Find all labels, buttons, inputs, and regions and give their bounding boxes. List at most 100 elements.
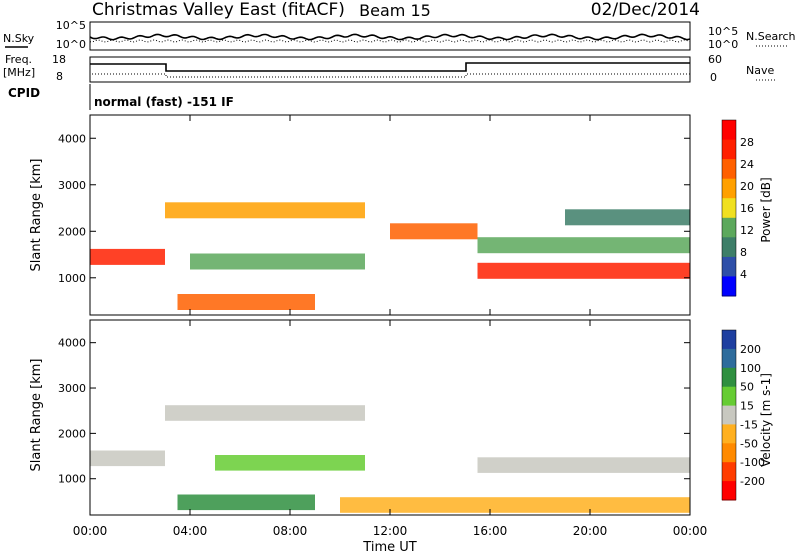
velocity-echo-band-0: [90, 450, 165, 467]
colorbar-tick-label: 50: [740, 381, 754, 394]
y-tick-label: 4000: [58, 337, 86, 350]
power-echo-band-0: [90, 248, 165, 265]
colorbar-swatch: [722, 178, 736, 199]
colorbar-swatch: [722, 330, 736, 350]
nave-trace: [92, 73, 690, 78]
power-echo-band-5: [477, 262, 690, 279]
colorbar-swatch: [722, 139, 736, 160]
power-echo-band-2: [190, 253, 365, 270]
n-sky-label: N.Sky: [3, 32, 35, 45]
colorbar-tick-label: 8: [740, 246, 747, 259]
x-tick-label: 08:00: [273, 524, 308, 538]
colorbar-tick-label: -15: [740, 418, 758, 431]
colorbar-swatch: [722, 276, 736, 297]
x-axis-label: Time UT: [362, 540, 416, 554]
colorbar-swatch: [722, 481, 736, 501]
date-label: 02/Dec/2014: [591, 0, 700, 20]
power-colorbar: 4 8 12 16 20 24 28: [721, 119, 754, 297]
colorbar-tick-label: -50: [740, 437, 758, 450]
colorbar-swatch: [722, 386, 736, 407]
power-echo-band-4: [390, 223, 478, 240]
colorbar-swatch: [722, 462, 736, 482]
velocity-echo-band-5: [340, 497, 690, 513]
colorbar-swatch: [722, 367, 736, 388]
velocity-panel: 1000 2000 3000 4000 Slant Range [km] 200 100…: [29, 115, 773, 554]
cpid-value: normal (fast) -151 IF: [94, 95, 234, 109]
colorbar-tick-label: 4: [740, 268, 747, 281]
velocity-data-layer: [90, 405, 690, 513]
n-search-label: N.Search: [746, 30, 796, 43]
colorbar-tick-label: -200: [740, 475, 765, 488]
y-tick-label: 3000: [58, 382, 86, 395]
power-colorbar-label: Power [dB]: [759, 177, 773, 242]
power-echo-band-1: [165, 202, 365, 219]
colorbar-frame: [721, 119, 737, 297]
colorbar-swatch: [722, 159, 736, 180]
colorbar-swatch: [722, 348, 736, 369]
noise-left-tick-bottom: 10^0: [56, 38, 86, 51]
y-tick-label: 1000: [58, 473, 86, 486]
power-data-layer: [90, 202, 690, 310]
freq-tick-top: 18: [52, 53, 66, 66]
x-tick-label: 00:00: [73, 524, 108, 538]
x-tick-label: 04:00: [173, 524, 208, 538]
velocity-y-axis: 1000 2000 3000 4000: [58, 337, 690, 486]
colorbar-tick-label: -100: [740, 456, 765, 469]
noise-panel: N.Sky 10^5 10^0 10^5 10^0 N.Search: [3, 19, 796, 51]
colorbar-tick-label: 200: [740, 343, 761, 356]
x-tick-label: 00:00: [673, 524, 708, 538]
freq-label: Freq.: [5, 53, 32, 66]
freq-unit-label: [MHz]: [3, 66, 35, 79]
x-tick-label: 20:00: [573, 524, 608, 538]
colorbar-frame: [721, 329, 737, 501]
velocity-y-axis-label: Slant Range [km]: [29, 359, 44, 472]
nave-label: Nave: [746, 64, 774, 77]
power-y-axis: 1000 2000 3000 4000: [58, 132, 690, 285]
power-panel: 1000 2000 3000 4000 Slant Range [km] 4 8 12 16…: [29, 114, 773, 316]
velocity-echo-band-3: [177, 494, 315, 511]
noise-right-tick-bottom: 10^0: [708, 38, 738, 51]
cpid-label: CPID: [8, 86, 40, 100]
colorbar-tick-label: 12: [740, 224, 754, 237]
y-tick-label: 2000: [58, 427, 86, 440]
velocity-echo-band-2: [215, 455, 365, 471]
plot-title: Christmas Valley East (fitACF): [92, 0, 345, 20]
velocity-echo-band-4: [477, 457, 690, 473]
colorbar-swatch: [722, 443, 736, 463]
velocity-colorbar-label: Velocity [m s-1]: [759, 373, 773, 467]
power-echo-band-7: [565, 209, 690, 226]
noise-left-tick-top: 10^5: [56, 19, 86, 32]
colorbar-swatch: [722, 237, 736, 258]
freq-tick-bottom: 8: [56, 70, 63, 83]
colorbar-swatch: [722, 256, 736, 277]
x-tick-label: 12:00: [373, 524, 408, 538]
colorbar-swatch: [722, 217, 736, 238]
y-tick-label: 3000: [58, 179, 86, 192]
colorbar-tick-label: 15: [740, 400, 754, 413]
x-tick-label: 16:00: [473, 524, 508, 538]
time-x-axis: 00:00 04:00 08:00 12:00 16:00 20:00 00:00: [73, 115, 708, 538]
y-tick-label: 4000: [58, 132, 86, 145]
colorbar-tick-label: 28: [740, 136, 754, 149]
nave-tick-bottom: 0: [710, 71, 717, 84]
velocity-colorbar: 200 100 50 15 -15 -50 -100 -200: [721, 329, 765, 501]
colorbar-tick-label: 100: [740, 362, 761, 375]
colorbar-tick-label: 20: [740, 180, 754, 193]
noise-right-tick-top: 10^5: [708, 25, 738, 38]
colorbar-swatch: [722, 424, 736, 444]
power-echo-band-6: [477, 237, 690, 254]
colorbar-swatch: [722, 198, 736, 219]
colorbar-swatch: [722, 120, 736, 141]
noise-search-trace: [89, 39, 691, 43]
y-tick-label: 1000: [58, 272, 86, 285]
y-tick-label: 2000: [58, 225, 86, 238]
colorbar-tick-label: 24: [740, 158, 754, 171]
noise-sky-trace: [89, 33, 691, 41]
velocity-echo-band-1: [165, 405, 365, 421]
frequency-panel: Freq. [MHz] 18 8 60 0 Nave: [3, 53, 776, 84]
colorbar-tick-label: 16: [740, 202, 754, 215]
power-echo-band-3: [177, 294, 315, 310]
colorbar-swatch: [722, 405, 736, 425]
power-y-axis-label: Slant Range [km]: [29, 159, 44, 272]
